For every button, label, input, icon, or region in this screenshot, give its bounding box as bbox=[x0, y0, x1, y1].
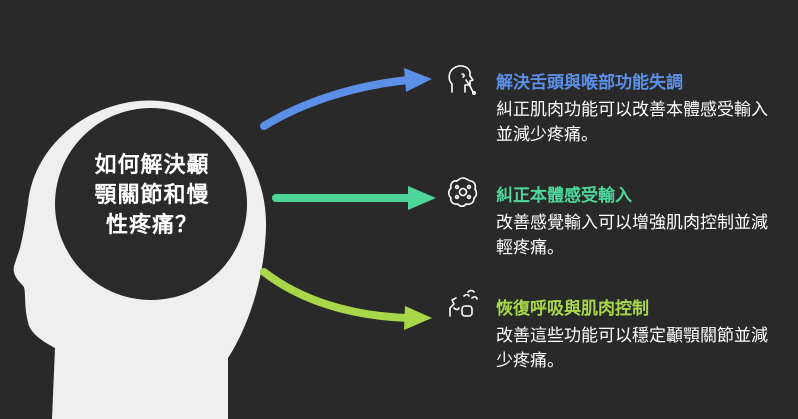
point-1-heading: 解決舌頭與喉部功能失調 bbox=[496, 73, 683, 93]
point-2-text: 改善感覺輸入可以增強肌肉控制並減輕疼痛。 bbox=[496, 213, 768, 258]
head-thought-circle bbox=[55, 108, 247, 300]
central-question: 如何解決顳 顎關節和慢 性疼痛？ bbox=[94, 153, 210, 238]
arrow-to-point-1 bbox=[260, 76, 412, 130]
point-3-heading: 恢復呼吸與肌肉控制 bbox=[496, 299, 649, 319]
arrow-to-point-3 bbox=[260, 268, 412, 322]
arrow-head-2 bbox=[408, 186, 436, 210]
point-1-text: 糾正肌肉功能可以改善本體感受輸入並減少疼痛。 bbox=[496, 100, 768, 145]
point-3-text: 改善這些功能可以穩定顳顎關節並減少疼痛。 bbox=[496, 326, 768, 371]
point-2-heading: 糾正本體感受輸入 bbox=[496, 186, 632, 206]
arrow-head-3 bbox=[404, 306, 432, 330]
head-mouth-icon bbox=[448, 65, 476, 95]
neuron-cell-icon bbox=[447, 177, 478, 208]
breathing-face-icon bbox=[449, 289, 478, 317]
arrow-head-1 bbox=[404, 68, 432, 92]
